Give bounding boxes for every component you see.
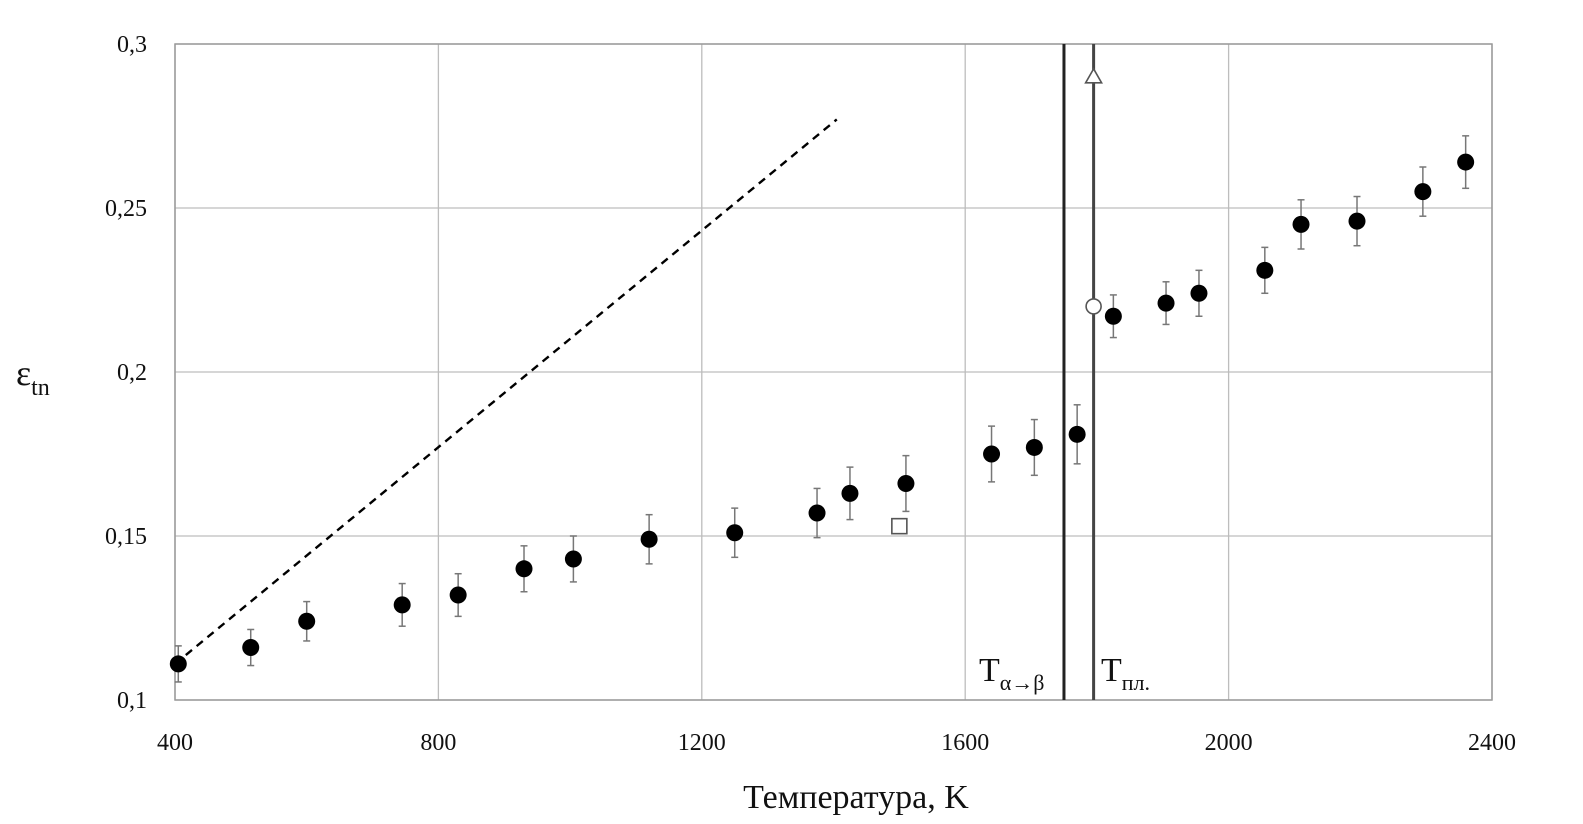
y-tick-label: 0,25: [105, 196, 147, 222]
data-point: [1414, 183, 1432, 201]
data-point: [1190, 284, 1208, 302]
y-tick-label: 0,1: [117, 688, 147, 714]
y-tick-labels: 0,1 0,15 0,2 0,25 0,3: [105, 32, 147, 714]
data-point: [983, 445, 1001, 463]
reference-lines: [1062, 44, 1096, 700]
data-point: [841, 484, 859, 502]
y-axis-symbol: ε: [16, 353, 31, 393]
data-point: [1025, 438, 1043, 456]
data-point: [897, 475, 915, 493]
x-tick-label: 1600: [941, 730, 989, 756]
y-tick-label: 0,3: [117, 32, 147, 58]
dashed-line-series: [174, 118, 838, 665]
y-tick-label: 0,15: [105, 524, 147, 550]
data-point: [1348, 212, 1366, 230]
x-tick-label: 2400: [1468, 730, 1516, 756]
data-point: [1292, 215, 1310, 233]
x-tick-labels: 400 800 1200 1600 2000 2400: [157, 730, 1516, 756]
data-point: [242, 639, 260, 657]
data-point: [1457, 153, 1475, 171]
data-point: [1104, 307, 1122, 325]
data-point: [1256, 261, 1274, 279]
transition-temperature-label: Tα→β: [979, 652, 1045, 695]
grid: [174, 43, 1493, 701]
open-triangle-point: [1084, 67, 1103, 84]
x-axis-title: Температура, K: [743, 779, 969, 816]
data-point: [1157, 294, 1175, 312]
data-point: [808, 504, 826, 522]
x-tick-label: 1200: [678, 730, 726, 756]
x-tick-label: 800: [420, 730, 456, 756]
data-point: [449, 586, 467, 604]
plot-frame: [174, 43, 1493, 701]
data-point: [1068, 425, 1086, 443]
data-point: [515, 560, 533, 578]
y-axis-title: εtn: [16, 353, 50, 401]
melting-temperature-label: Tпл.: [1101, 652, 1150, 695]
data-point: [640, 530, 658, 548]
data-point: [726, 524, 744, 542]
data-point: [564, 550, 582, 568]
x-tick-label: 400: [157, 730, 193, 756]
dashed-trend-line: [174, 118, 838, 665]
x-tick-label: 2000: [1205, 730, 1253, 756]
data-point: [169, 655, 187, 673]
data-points: [169, 67, 1475, 683]
y-tick-label: 0,2: [117, 360, 147, 386]
open-circle-point: [1085, 298, 1102, 315]
data-point: [298, 612, 316, 630]
data-point: [393, 596, 411, 614]
open-square-point: [891, 517, 908, 535]
y-axis-subscript: tn: [31, 375, 50, 401]
